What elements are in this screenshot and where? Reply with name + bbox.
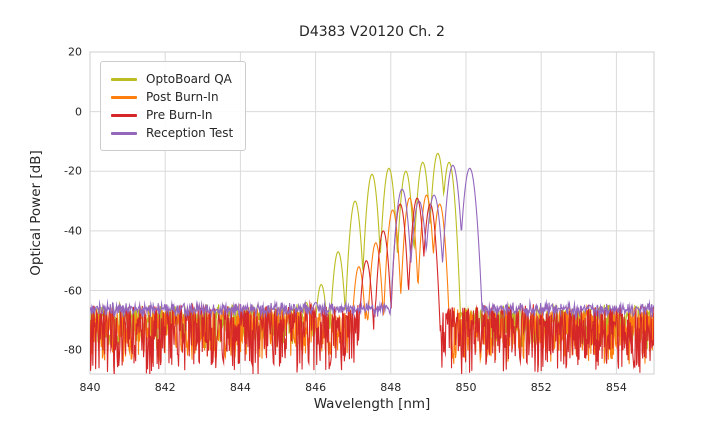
legend-line-swatch: [111, 95, 137, 99]
x-tick-label: 852: [530, 381, 552, 394]
x-tick-label: 846: [305, 381, 327, 394]
y-axis-label: Optical Power [dB]: [28, 150, 44, 276]
x-tick-label: 854: [605, 381, 627, 394]
legend-line-swatch: [111, 131, 137, 135]
y-tick-label: 20: [68, 45, 82, 59]
legend-entry: Reception Test: [111, 126, 233, 140]
y-tick-label: -60: [64, 284, 82, 298]
chart-title: D4383 V20120 Ch. 2: [299, 24, 445, 40]
legend-label: Reception Test: [146, 126, 234, 140]
x-axis-label: Wavelength [nm]: [313, 396, 431, 412]
legend-entry: Post Burn-In: [111, 90, 233, 104]
x-tick-label: 848: [380, 381, 402, 394]
legend-line-swatch: [111, 113, 137, 117]
x-tick-label: 850: [455, 381, 477, 394]
y-tick-label: 0: [75, 105, 82, 119]
legend-line-swatch: [111, 77, 137, 81]
legend-label: Post Burn-In: [146, 90, 219, 104]
y-tick-label: -40: [64, 224, 82, 238]
legend-entry: OptoBoard QA: [111, 72, 233, 86]
legend-label: Pre Burn-In: [146, 108, 213, 122]
legend-label: OptoBoard QA: [146, 72, 232, 86]
x-tick-label: 844: [229, 381, 251, 394]
x-tick-label: 842: [154, 381, 176, 394]
legend: OptoBoard QA Post Burn-In Pre Burn-In Recep…: [100, 61, 247, 151]
x-tick-label: 840: [79, 381, 101, 394]
y-tick-label: -20: [64, 164, 82, 178]
legend-entry: Pre Burn-In: [111, 108, 233, 122]
y-tick-label: -80: [64, 343, 82, 357]
